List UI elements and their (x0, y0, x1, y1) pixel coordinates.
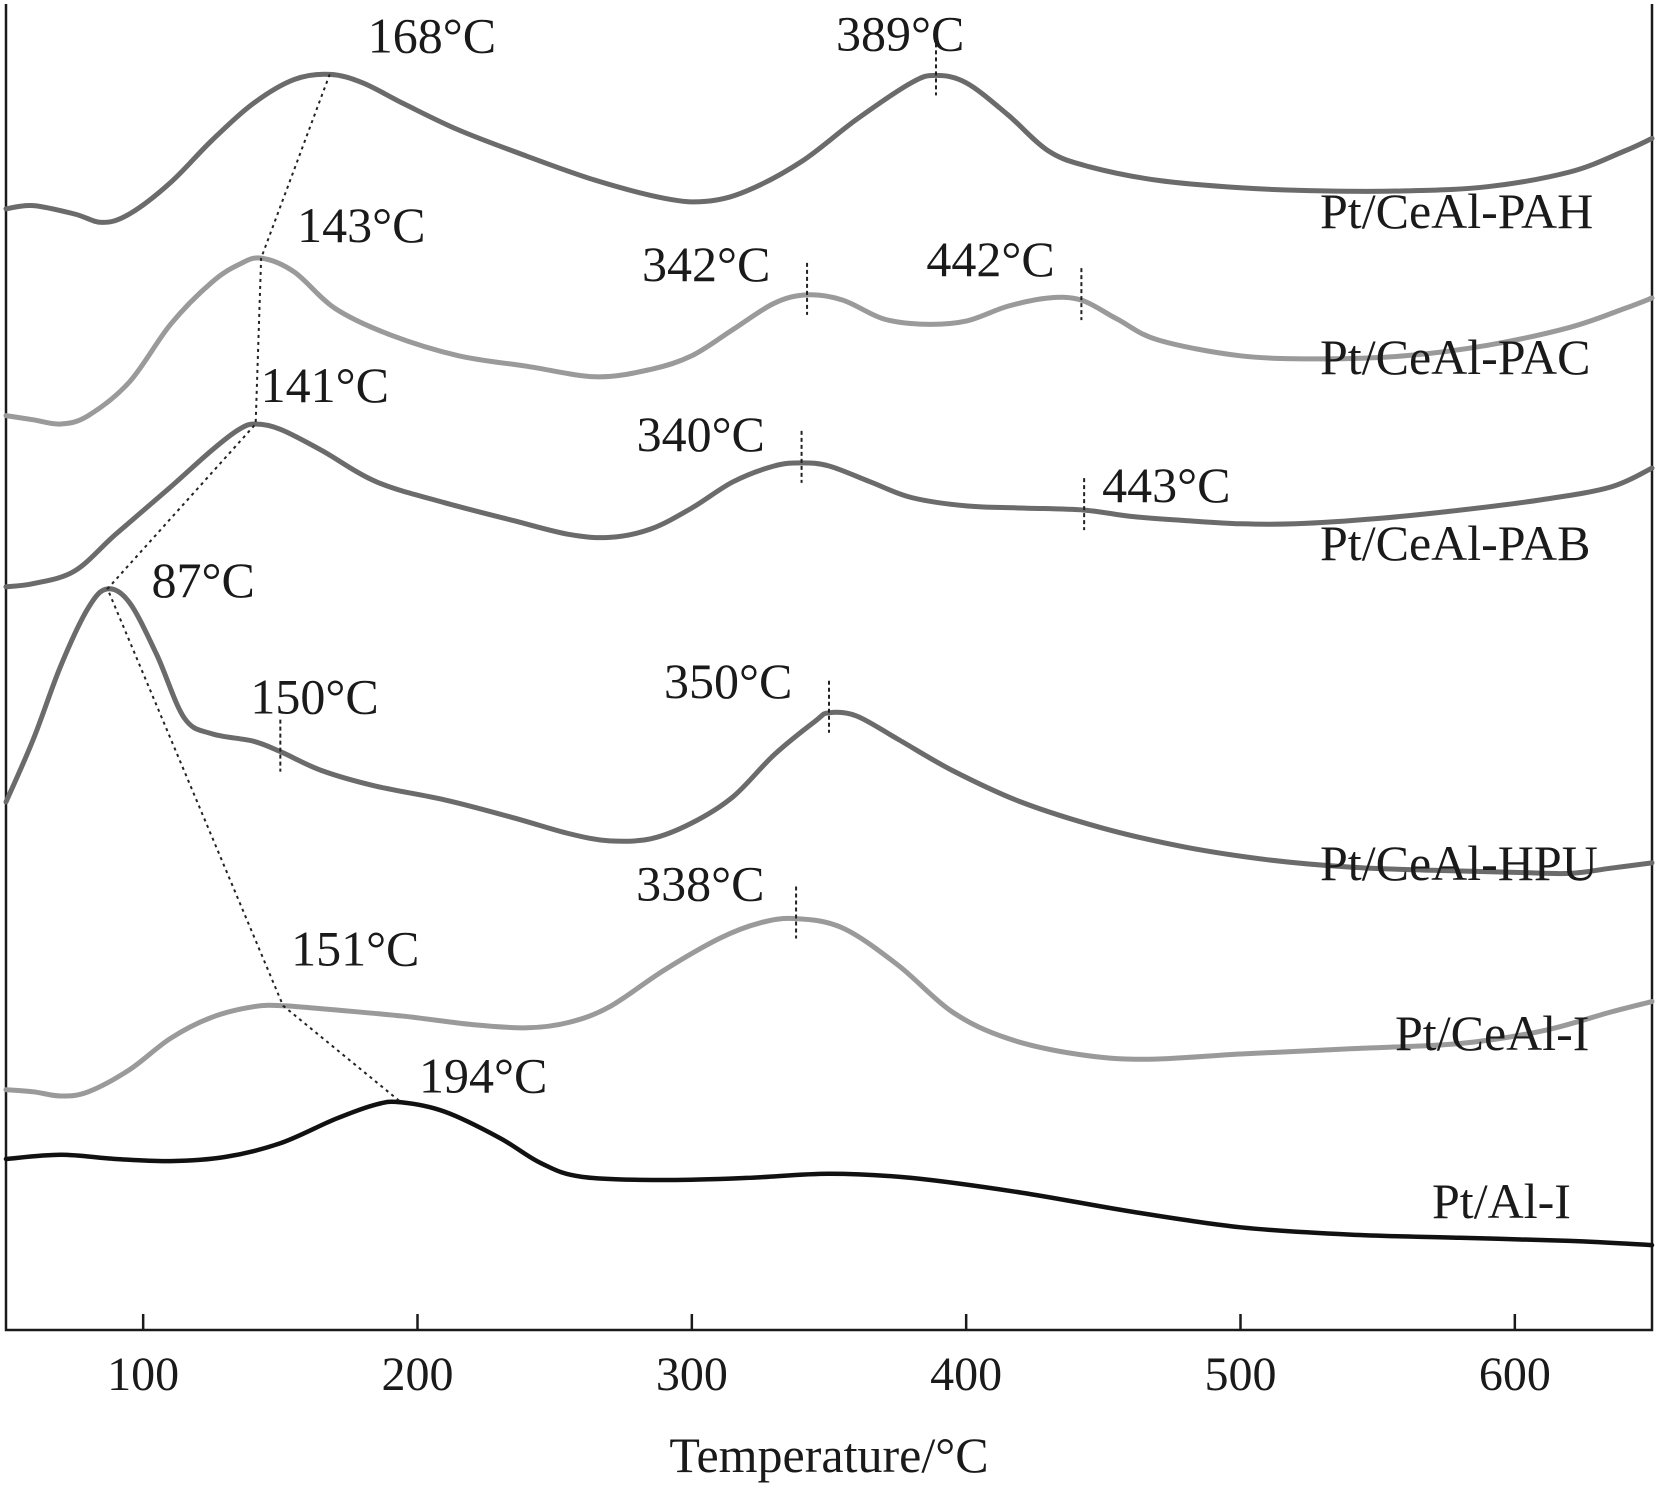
peak-label-4-1: 338°C (636, 856, 764, 912)
peak-label-3-2: 350°C (664, 653, 792, 709)
peak-label-2-2: 443°C (1102, 457, 1230, 513)
x-axis-title: Temperature/°C (669, 1427, 988, 1483)
series-line-1 (3, 255, 1655, 427)
peak-label-3-1: 150°C (250, 669, 378, 725)
peak-label-1-0: 143°C (297, 197, 425, 253)
series-label-0: Pt/CeAl-PAH (1320, 183, 1593, 239)
series-label-2: Pt/CeAl-PAB (1320, 515, 1590, 571)
series-label-1: Pt/CeAl-PAC (1320, 329, 1590, 385)
axis-frame (4, 4, 1654, 1332)
x-axis: 100 200 300 400 500 600 (107, 1314, 1551, 1401)
series-label-5: Pt/Al-I (1432, 1173, 1571, 1229)
series-line-0 (3, 71, 1655, 225)
series-label-3: Pt/CeAl-HPU (1320, 835, 1598, 891)
peak-label-2-0: 141°C (261, 357, 389, 413)
series-line-2 (3, 421, 1655, 590)
plot-area (3, 4, 1655, 1332)
series-line-4 (3, 915, 1655, 1099)
x-tick-label-400: 400 (930, 1348, 1002, 1401)
peak-label-0-0: 168°C (368, 7, 496, 63)
peak-label-3-0: 87°C (152, 552, 255, 608)
peak-label-1-1: 342°C (642, 236, 770, 292)
x-tick-label-300: 300 (656, 1348, 728, 1401)
peak-label-0-1: 389°C (836, 5, 964, 61)
peak-label-4-0: 151°C (291, 921, 419, 977)
peak-label-2-1: 340°C (637, 406, 765, 462)
x-tick-label-600: 600 (1479, 1348, 1551, 1401)
peak-trend-dotted-line (106, 74, 402, 1104)
x-tick-label-100: 100 (107, 1348, 179, 1401)
peak-label-1-2: 442°C (926, 231, 1054, 287)
series-line-5 (3, 1099, 1655, 1248)
x-tick-label-200: 200 (382, 1348, 454, 1401)
series-line-3 (3, 586, 1655, 877)
series-label-4: Pt/CeAl-I (1395, 1005, 1589, 1061)
x-tick-label-500: 500 (1205, 1348, 1277, 1401)
peak-label-5-0: 194°C (419, 1047, 547, 1103)
